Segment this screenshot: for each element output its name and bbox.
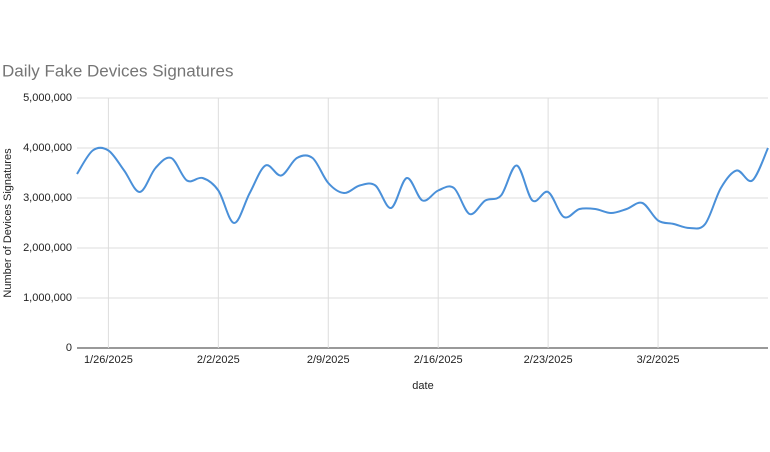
y-tick-label: 1,000,000: [23, 292, 72, 304]
x-tick-label: 2/2/2025: [197, 354, 240, 366]
x-tick-label: 1/26/2025: [84, 354, 133, 366]
x-axis-title: date: [412, 380, 433, 392]
chart-title: Daily Fake Devices Signatures: [2, 61, 233, 80]
y-tick-label: 5,000,000: [23, 92, 72, 104]
y-axis-title: Number of Devices Signatures: [2, 148, 14, 298]
y-tick-label: 2,000,000: [23, 242, 72, 254]
data-line: [76, 146, 769, 230]
y-tick-label: 0: [66, 342, 72, 354]
y-tick-label: 3,000,000: [23, 192, 72, 204]
x-tick-label: 2/23/2025: [524, 354, 573, 366]
x-tick-label: 3/2/2025: [637, 354, 680, 366]
x-tick-label: 2/16/2025: [414, 354, 463, 366]
y-tick-label: 4,000,000: [23, 142, 72, 154]
x-tick-label: 2/9/2025: [307, 354, 350, 366]
